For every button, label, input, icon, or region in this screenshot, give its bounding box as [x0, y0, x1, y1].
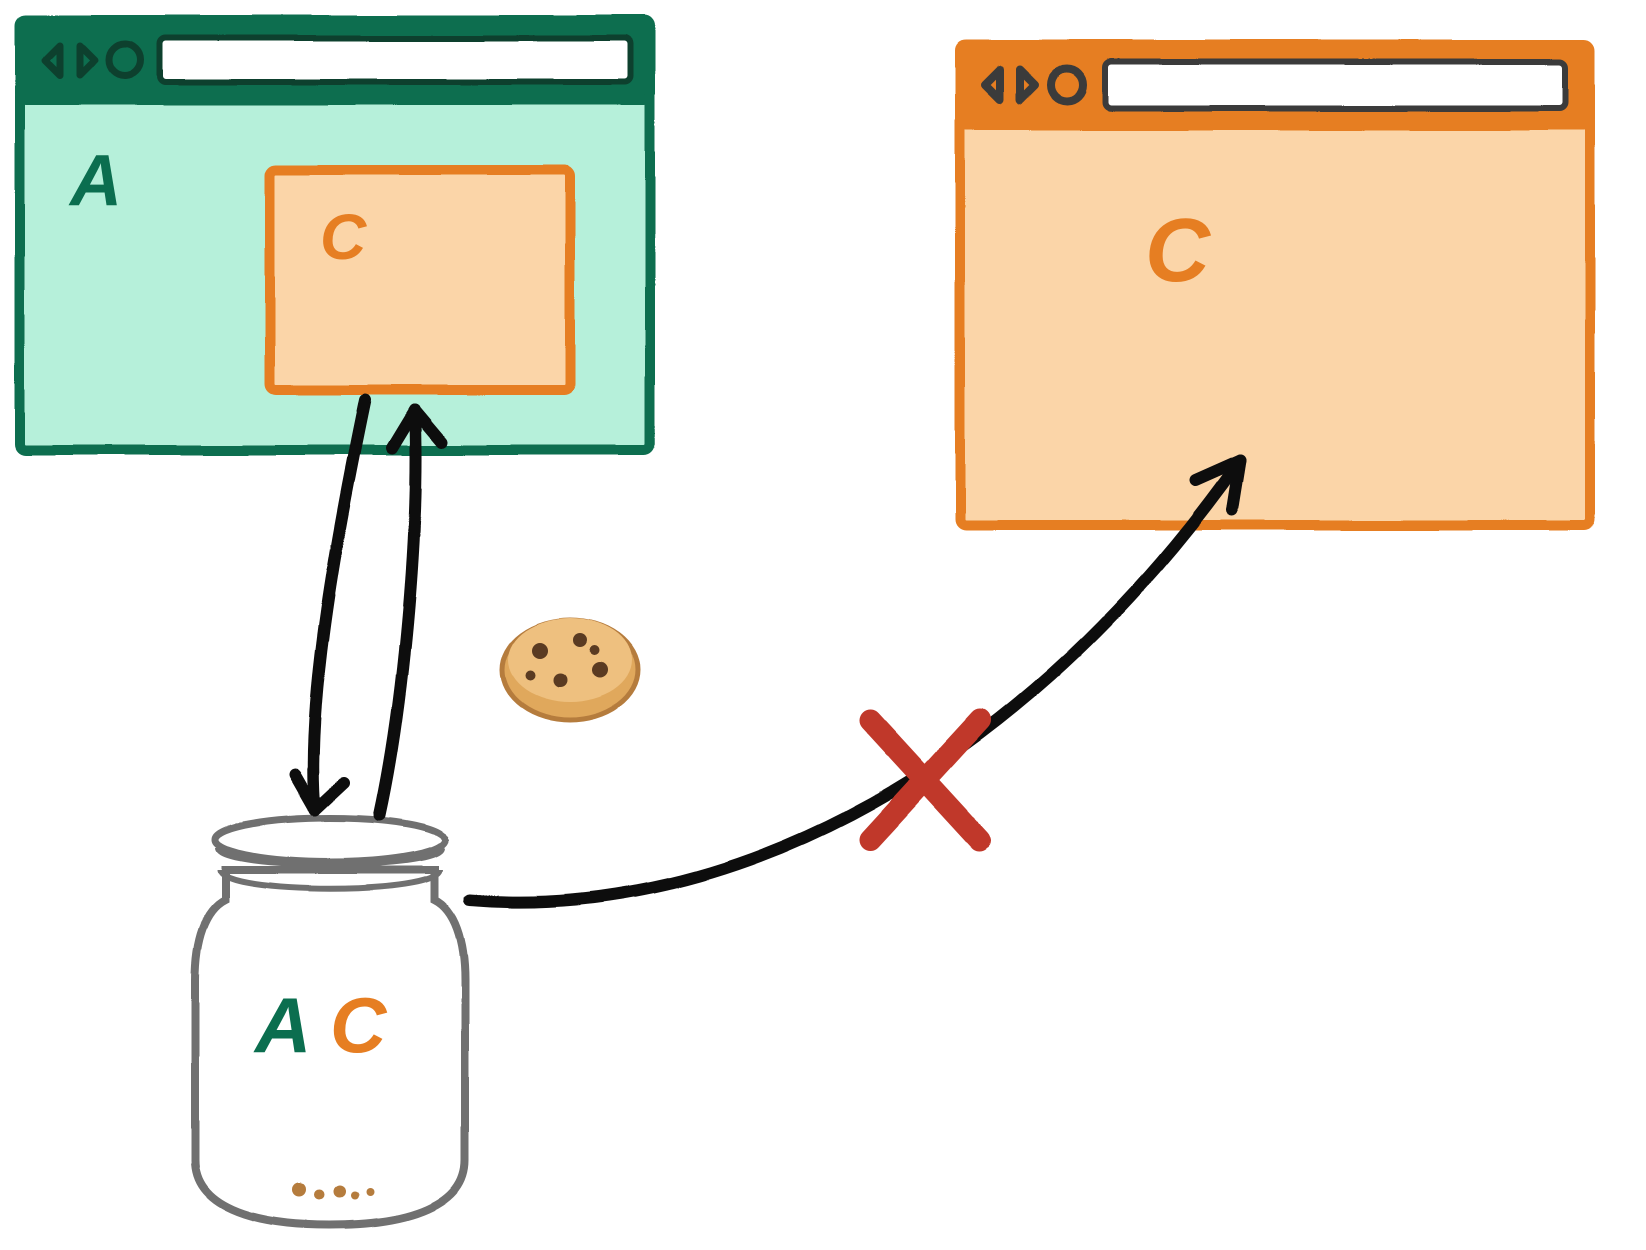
blocked-x-icon [870, 720, 980, 840]
diagram-svg [0, 0, 1646, 1250]
cookie-jar [195, 818, 465, 1225]
diagram-canvas: A C C A C [0, 0, 1646, 1250]
address-bar-green [160, 38, 630, 82]
arrow-down [313, 400, 365, 810]
address-bar-orange [1105, 62, 1565, 108]
browser-green [20, 20, 650, 450]
arrow-up [380, 410, 416, 815]
cookie-icon [502, 618, 638, 720]
browser-orange [960, 45, 1590, 525]
embedded-frame-c [270, 170, 570, 390]
